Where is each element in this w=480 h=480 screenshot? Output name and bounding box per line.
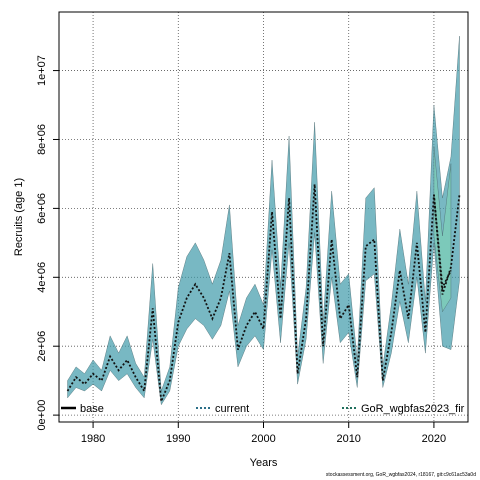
series-line-GoR_wgbfas2023_fir: [433, 194, 452, 291]
x-tick-label: 1990: [166, 433, 190, 445]
confidence-band-current: [67, 36, 460, 406]
x-tick-label: 2020: [422, 433, 446, 445]
x-tick-label: 2010: [336, 433, 360, 445]
footer-credit: stockassessment.org, GoR_wgbfas2024, r18…: [326, 472, 476, 478]
series-line-current: [66, 184, 461, 402]
axes: 1980 1990 2000 2010 2020 0e+00 2e+06 4e+06 6e+06…: [13, 11, 469, 469]
legend-label: base: [80, 403, 104, 415]
x-tick-label: 2000: [251, 433, 275, 445]
x-axis-label: Years: [250, 457, 278, 469]
confidence-bands: [67, 36, 460, 406]
legend-label: current: [215, 403, 249, 415]
y-axis-label: Recruits (age 1): [13, 178, 25, 256]
y-tick-label: 6e+06: [36, 193, 48, 224]
legend-label: GoR_wgbfas2023_fir: [361, 403, 465, 415]
series-lines: [66, 184, 461, 402]
legend: base current GoR_wgbfas2023_fir: [61, 403, 465, 415]
y-tick-label: 1e+07: [36, 55, 48, 86]
y-tick-label: 0e+00: [36, 400, 48, 431]
y-tick-label: 2e+06: [36, 331, 48, 362]
y-tick-label: 4e+06: [36, 262, 48, 293]
x-tick-label: 1980: [81, 433, 105, 445]
y-tick-label: 8e+06: [36, 124, 48, 155]
confidence-band-GoR_wgbfas2023_fir: [433, 146, 452, 313]
